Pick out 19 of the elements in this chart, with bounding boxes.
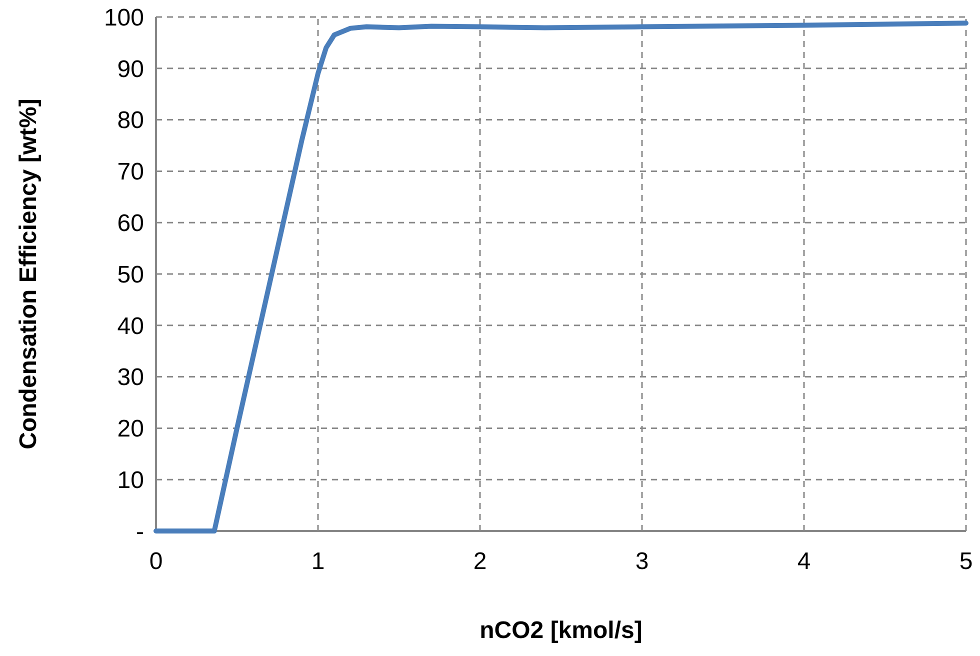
x-tick-label: 4 xyxy=(797,548,811,575)
x-tick-label: 3 xyxy=(635,548,649,575)
y-axis-title: Condensation Efficiency [wt%] xyxy=(15,98,42,450)
y-tick-label: 70 xyxy=(117,158,144,186)
y-tick-label: 40 xyxy=(117,312,144,340)
y-tick-label: 90 xyxy=(117,56,144,83)
y-tick-label: 30 xyxy=(117,364,144,392)
y-tick-label: 60 xyxy=(117,210,144,237)
y-tick-label: 100 xyxy=(104,4,144,32)
y-tick-label: 50 xyxy=(117,261,144,288)
y-tick-label: 20 xyxy=(117,416,144,443)
x-tick-label: 2 xyxy=(473,548,487,575)
x-tick-label: 1 xyxy=(311,548,325,575)
x-tick-label: 0 xyxy=(149,548,163,575)
y-tick-label: - xyxy=(136,518,144,546)
y-tick-label: 10 xyxy=(117,467,144,494)
y-tick-label: 80 xyxy=(117,107,144,134)
x-axis-title: nCO2 [kmol/s] xyxy=(480,617,642,644)
x-tick-label: 5 xyxy=(959,548,973,575)
